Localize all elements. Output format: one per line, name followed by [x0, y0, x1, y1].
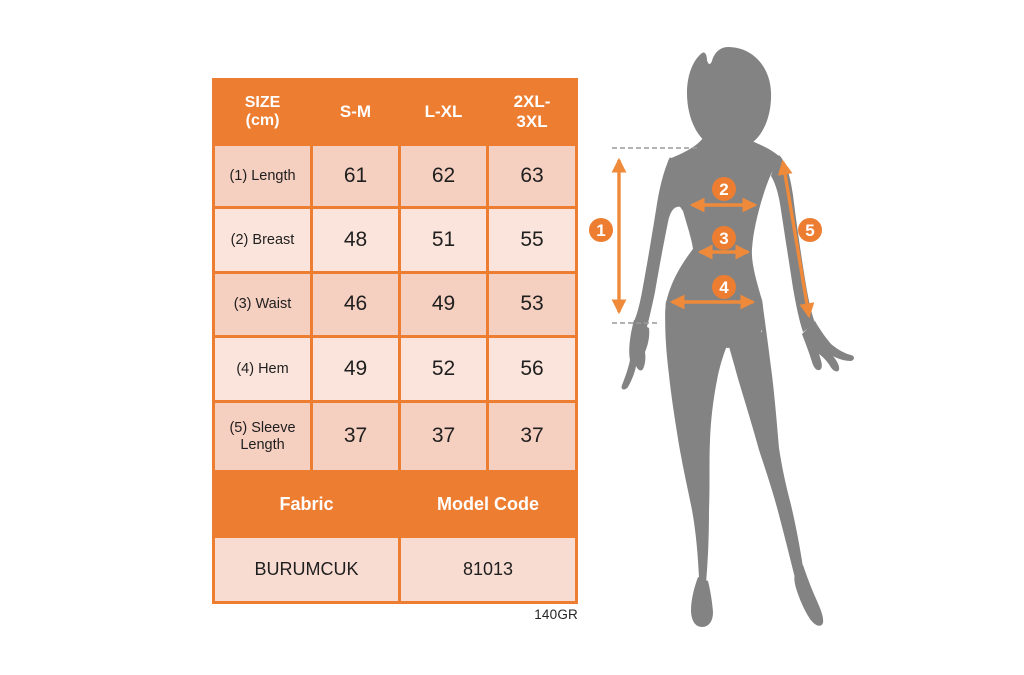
- fabric-header: Fabric: [215, 473, 398, 535]
- body-silhouette: [621, 47, 854, 627]
- measurement-value: 61: [313, 146, 398, 206]
- marker-circles: 1 2 3 4 5: [589, 177, 822, 299]
- marker-number: 3: [719, 229, 728, 248]
- measurement-row-label: (1) Length: [215, 146, 310, 206]
- measurement-value: 37: [313, 403, 398, 470]
- measurement-value: 53: [489, 274, 575, 335]
- measurement-value: 49: [401, 274, 486, 335]
- measurement-value: 55: [489, 209, 575, 271]
- marker-circle-2: [712, 177, 736, 201]
- size-chart-table: SIZE (cm) S-M L-XL 2XL- 3XL (1) Length 6…: [212, 78, 578, 604]
- marker-circle-1: [589, 218, 613, 242]
- marker-number: 1: [596, 221, 605, 240]
- measurement-value: 52: [401, 338, 486, 400]
- model-code-header: Model Code: [401, 473, 575, 535]
- marker-circle-5: [798, 218, 822, 242]
- measurement-value: 51: [401, 209, 486, 271]
- measurement-value: 49: [313, 338, 398, 400]
- measurement-row-label: (3) Waist: [215, 274, 310, 335]
- model-code-value: 81013: [401, 538, 575, 601]
- column-header-sm: S-M: [313, 81, 398, 143]
- marker-number: 5: [805, 221, 814, 240]
- fabric-value: BURUMCUK: [215, 538, 398, 601]
- measurement-value: 46: [313, 274, 398, 335]
- measurement-arrow-5-sleeve: [777, 159, 815, 319]
- marker-circle-3: [712, 226, 736, 250]
- size-unit-header: SIZE (cm): [215, 81, 310, 143]
- marker-circle-4: [712, 275, 736, 299]
- measurement-value: 62: [401, 146, 486, 206]
- measurement-value: 37: [401, 403, 486, 470]
- measurement-row-label: (2) Breast: [215, 209, 310, 271]
- column-header-2xl3xl: 2XL- 3XL: [489, 81, 575, 143]
- measurement-row-label: (4) Hem: [215, 338, 310, 400]
- measurement-value: 56: [489, 338, 575, 400]
- measurement-row-label: (5) Sleeve Length: [215, 403, 310, 470]
- measurement-value: 48: [313, 209, 398, 271]
- marker-number: 2: [719, 180, 728, 199]
- marker-number: 4: [719, 278, 729, 297]
- measurement-value: 37: [489, 403, 575, 470]
- fabric-weight-note: 140GR: [534, 607, 578, 622]
- column-header-lxl: L-XL: [401, 81, 486, 143]
- measurement-value: 63: [489, 146, 575, 206]
